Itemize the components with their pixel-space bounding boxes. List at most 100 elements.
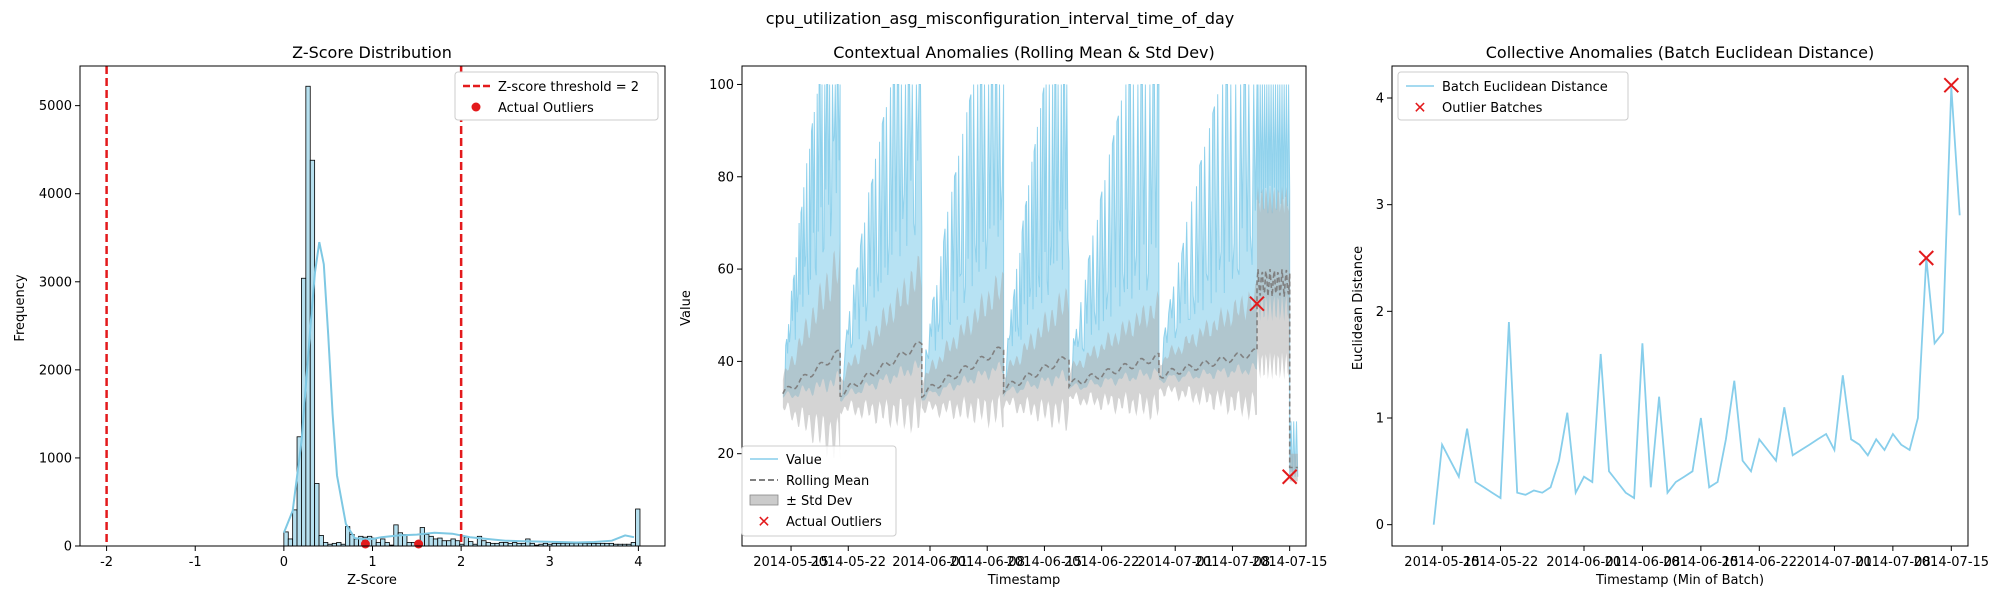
panel1-xlabel: Z-Score — [347, 573, 397, 588]
panel3-xtick-label: 2014-07-15 — [1914, 555, 1990, 570]
legend-threshold-label: Z-score threshold = 2 — [498, 80, 639, 95]
legend-outlier-label: Outlier Batches — [1442, 101, 1543, 116]
panel2-xtick-label: 2014-06-08 — [949, 555, 1025, 570]
histogram-bar — [384, 542, 390, 547]
outlier-batch-marker — [1918, 250, 1934, 266]
histogram-bar — [481, 540, 487, 547]
panel1-ytick-label: 2000 — [39, 363, 72, 378]
panel1-xtick-label: 4 — [634, 555, 642, 570]
actual-outlier-marker — [1281, 469, 1298, 485]
legend-outlier-label: Actual Outliers — [786, 515, 882, 530]
actual-outlier-marker-stroke — [1249, 295, 1265, 312]
panel1-legend: Z-score threshold = 2 Actual Outliers — [454, 71, 659, 121]
panel2-xtick-label: 2014-07-08 — [1195, 555, 1271, 570]
histogram-bar — [454, 540, 461, 547]
panel3-legend: Batch Euclidean Distance ✕ Outlier Batch… — [1397, 71, 1629, 121]
panel3-ytick-label: 2 — [1376, 305, 1384, 320]
legend-box — [741, 445, 897, 537]
panel2-ytick-label: 20 — [717, 447, 734, 462]
histogram-bar — [309, 159, 316, 547]
histogram-bar — [314, 483, 320, 547]
panel2-ylabel: Value — [679, 290, 694, 326]
panel3-xtick-label: 2014-07-01 — [1797, 555, 1873, 570]
histogram-bar — [406, 542, 412, 547]
histogram-bar — [287, 538, 294, 547]
legend-mean-label: Rolling Mean — [786, 474, 869, 489]
histogram-bar — [292, 509, 298, 547]
histogram-bar — [305, 85, 311, 547]
histogram-bar — [630, 542, 636, 547]
histogram-bar — [428, 535, 434, 547]
panel1-xtick-label: 1 — [368, 555, 376, 570]
panel1-xtick-label: 3 — [546, 555, 554, 570]
panel1-ytick-label: 4000 — [39, 187, 72, 202]
histogram-bar — [446, 540, 452, 547]
actual-outlier-point — [414, 539, 424, 549]
histogram-bar — [323, 542, 329, 547]
panel2-xtick-label: 2014-07-01 — [1137, 555, 1213, 570]
histogram-bar — [437, 537, 443, 547]
panel1-title: Z-Score Distribution — [292, 43, 452, 62]
histogram-bar — [432, 538, 439, 547]
panel2-ytick-label: 60 — [717, 263, 734, 278]
panel2-title: Contextual Anomalies (Rolling Mean & Std… — [833, 43, 1215, 62]
plot-frame — [741, 65, 1307, 547]
panel3-xtick-label: 2014-05-15 — [1404, 555, 1480, 570]
histogram-bar — [485, 542, 491, 547]
actual-outlier-marker-stroke — [1281, 469, 1298, 485]
legend-box — [1397, 71, 1629, 121]
panel3-ytick-label: 4 — [1376, 92, 1384, 107]
legend-line-label: Batch Euclidean Distance — [1442, 80, 1608, 95]
rolling-mean-line — [782, 269, 1298, 469]
panel3-ytick-label: 0 — [1376, 518, 1384, 533]
legend-box — [454, 71, 659, 121]
panel2-xtick-label: 2014-06-15 — [1007, 555, 1083, 570]
legend-outlier-swatch: ✕ — [1413, 98, 1426, 117]
histogram-bar — [424, 534, 430, 547]
panel3-xtick-label: 2014-07-08 — [1855, 555, 1931, 570]
collective-anomalies-panel: Collective Anomalies (Batch Euclidean Di… — [1351, 43, 1989, 588]
panel3-title: Collective Anomalies (Batch Euclidean Di… — [1486, 43, 1875, 62]
panel3-ytick-label: 1 — [1376, 412, 1384, 427]
std-band — [782, 186, 1298, 482]
histogram-bar — [503, 542, 509, 547]
panel1-ytick-label: 0 — [64, 540, 72, 555]
panel1-xtick-label: -2 — [100, 555, 113, 570]
histogram-bar — [468, 541, 474, 547]
panel3-xtick-label: 2014-05-22 — [1463, 555, 1539, 570]
panel1-xtick-label: 2 — [457, 555, 465, 570]
histogram-bar — [336, 542, 342, 547]
legend-outlier-label: Actual Outliers — [498, 101, 594, 116]
panel1-ytick-label: 1000 — [39, 451, 72, 466]
histogram-bar — [450, 538, 456, 547]
panel3-xtick-label: 2014-06-15 — [1663, 555, 1739, 570]
panel2-xlabel: Timestamp — [987, 573, 1061, 588]
panel2-ytick-label: 40 — [717, 355, 734, 370]
panel1-xtick-label: -1 — [189, 555, 202, 570]
panel2-xtick-label: 2014-05-22 — [810, 555, 886, 570]
panel2-xtick-label: 2014-06-01 — [892, 555, 968, 570]
histogram-bar — [353, 538, 360, 547]
panel1-plot-area: -2 -1 0 1 2 3 4 0 1000 2000 3000 4000 5000 — [39, 65, 666, 570]
outlier-batch-marker-stroke — [1918, 250, 1934, 266]
legend-value-label: Value — [786, 453, 822, 468]
panel2-ytick-label: 100 — [709, 78, 734, 93]
zscore-distribution-panel: Z-Score Distribution Z-Score Frequency -… — [13, 43, 666, 588]
panel2-legend: Value Rolling Mean ± Std Dev ✕ Actual Ou… — [741, 445, 897, 537]
outlier-batch-marker — [1943, 77, 1960, 93]
value-area — [782, 84, 1298, 477]
panel3-xtick-label: 2014-06-01 — [1546, 555, 1622, 570]
kde-curve — [282, 241, 635, 544]
histogram-bar — [380, 538, 386, 547]
panel1-ylabel: Frequency — [13, 274, 28, 341]
histogram-bar — [463, 536, 469, 547]
legend-std-swatch — [749, 494, 779, 506]
panel2-xtick-label: 2014-07-15 — [1252, 555, 1328, 570]
histogram-bar — [402, 534, 408, 547]
panel2-ytick-label: 80 — [717, 170, 734, 185]
panel3-ylabel: Euclidean Distance — [1351, 246, 1366, 370]
panel2-xtick-label: 2014-05-15 — [753, 555, 829, 570]
actual-outlier-marker — [1249, 295, 1265, 312]
plot-frame — [79, 65, 666, 547]
